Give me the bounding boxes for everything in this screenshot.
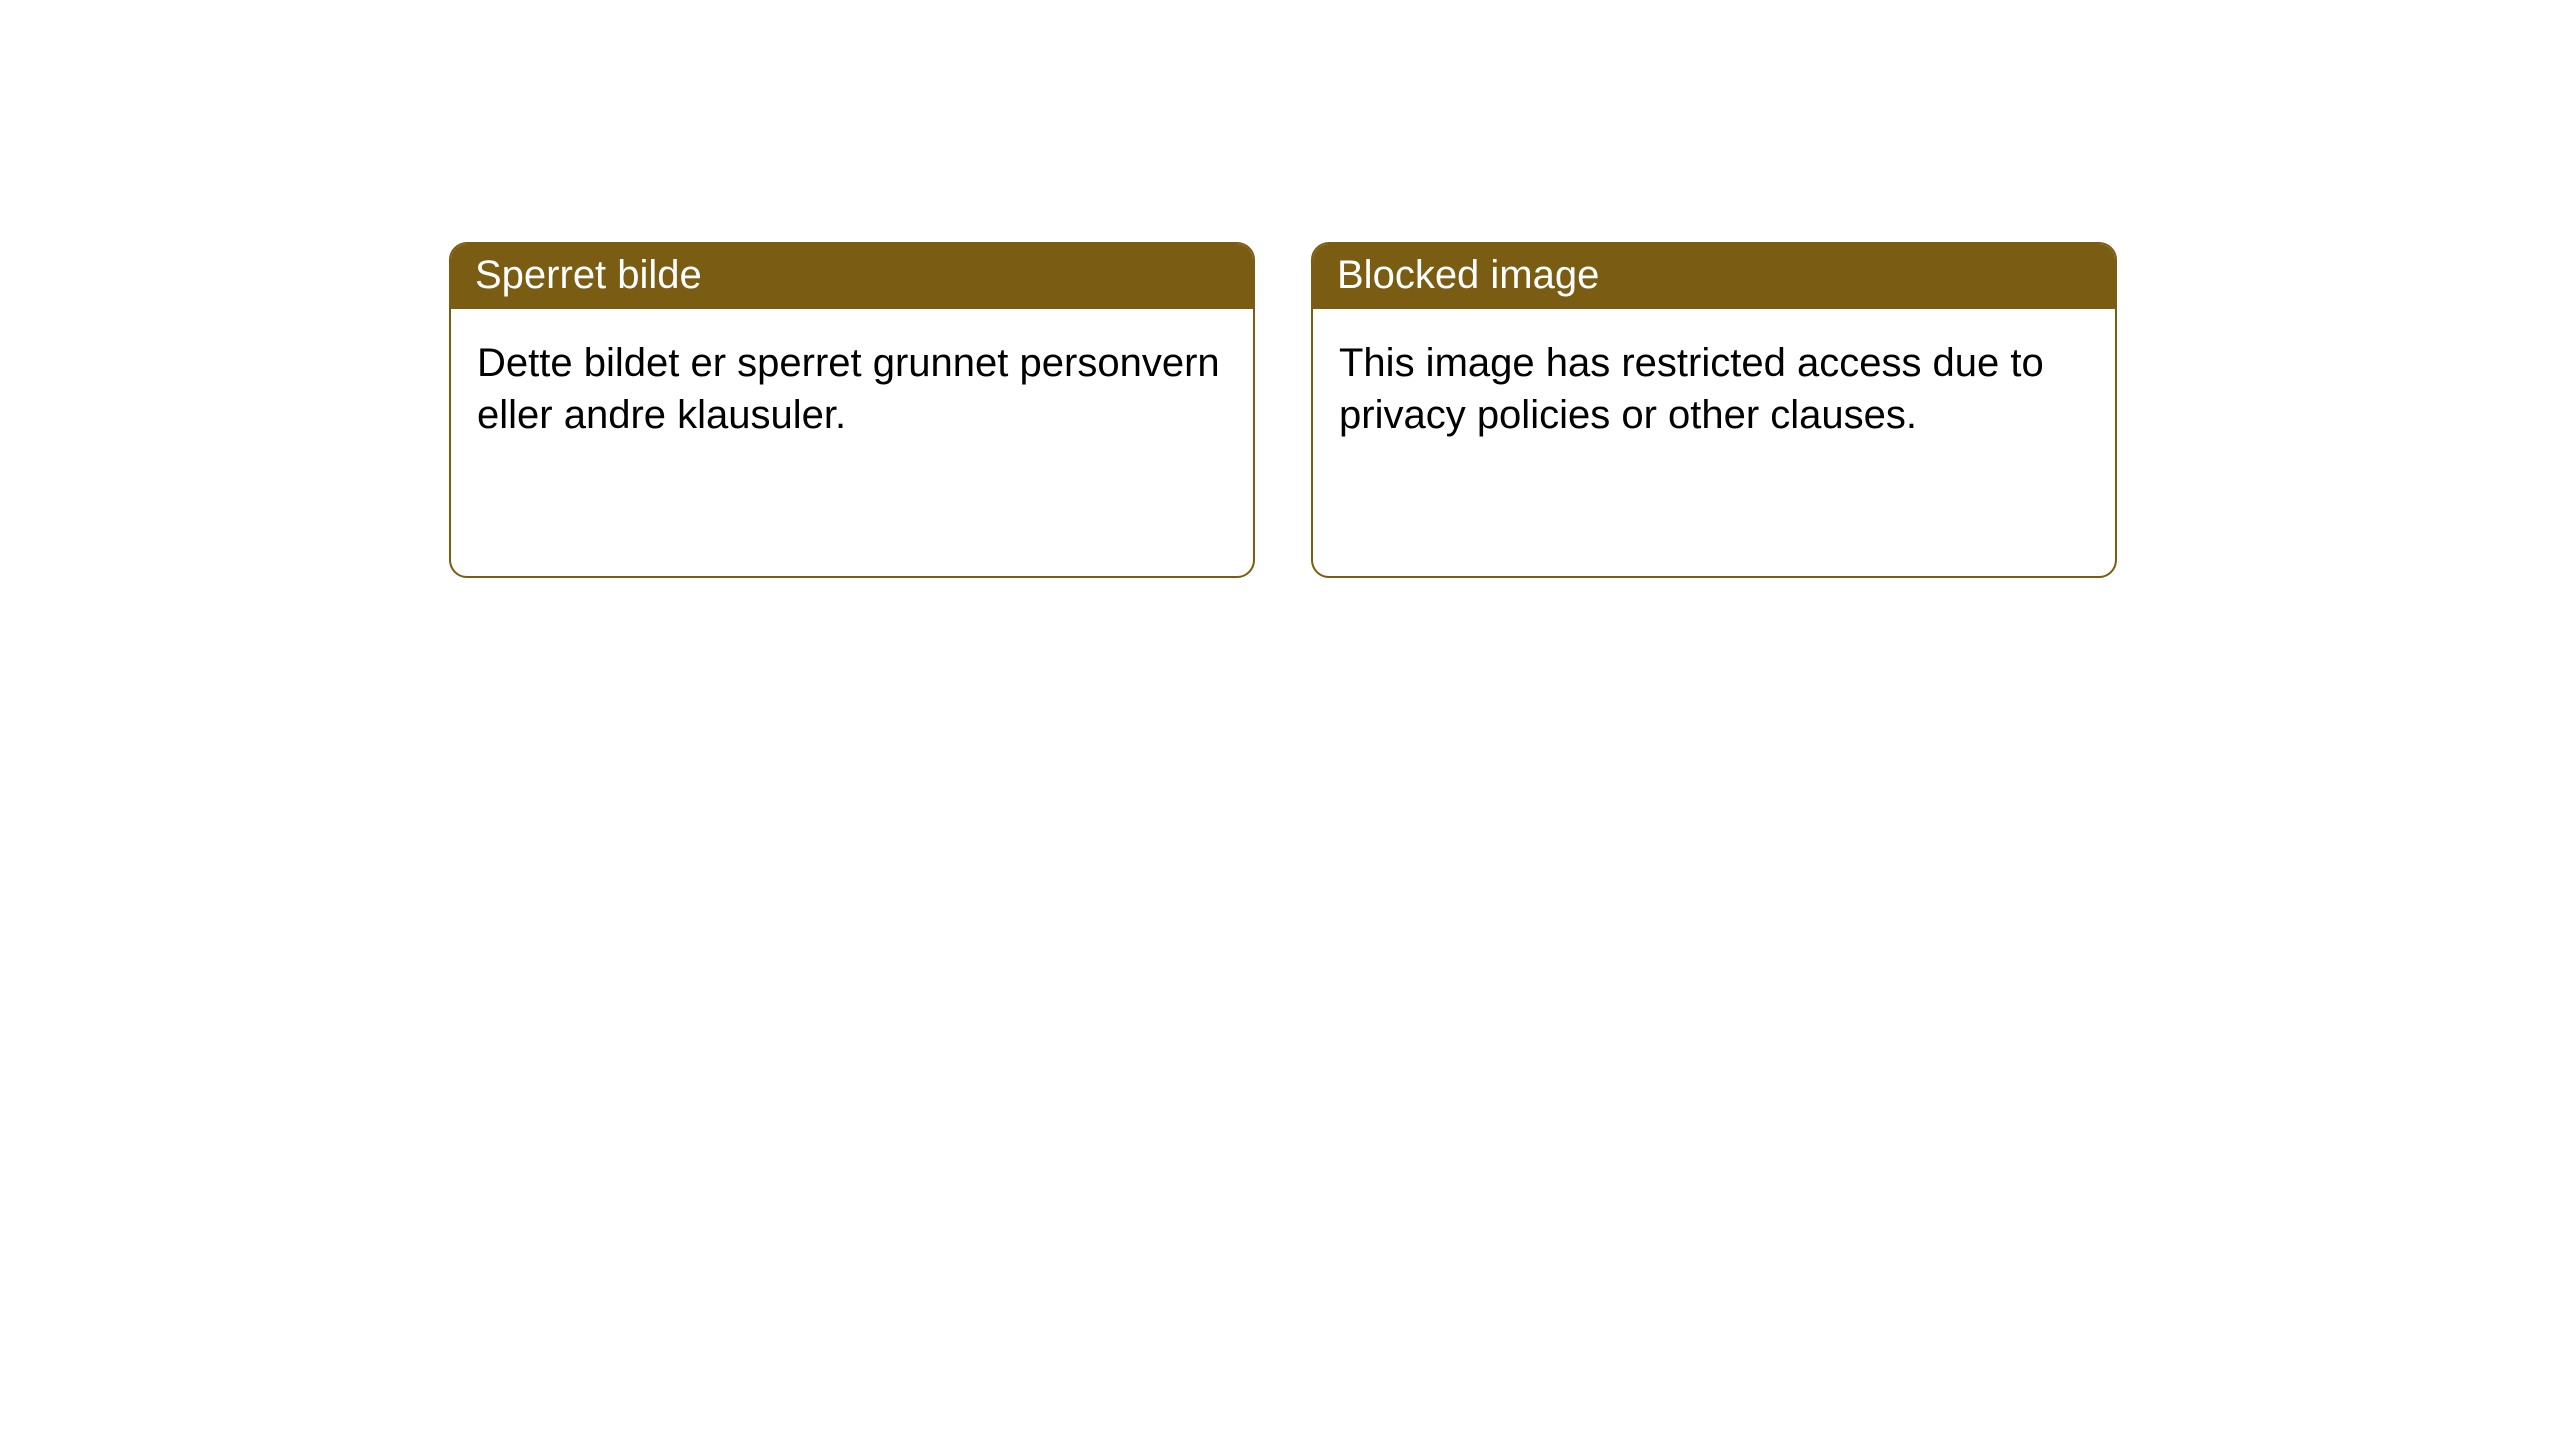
notice-cards-container: Sperret bilde Dette bildet er sperret gr… <box>0 0 2560 578</box>
notice-header: Blocked image <box>1313 244 2115 309</box>
notice-body: Dette bildet er sperret grunnet personve… <box>451 309 1253 469</box>
notice-body: This image has restricted access due to … <box>1313 309 2115 469</box>
notice-card-english: Blocked image This image has restricted … <box>1311 242 2117 578</box>
notice-card-norwegian: Sperret bilde Dette bildet er sperret gr… <box>449 242 1255 578</box>
notice-header: Sperret bilde <box>451 244 1253 309</box>
